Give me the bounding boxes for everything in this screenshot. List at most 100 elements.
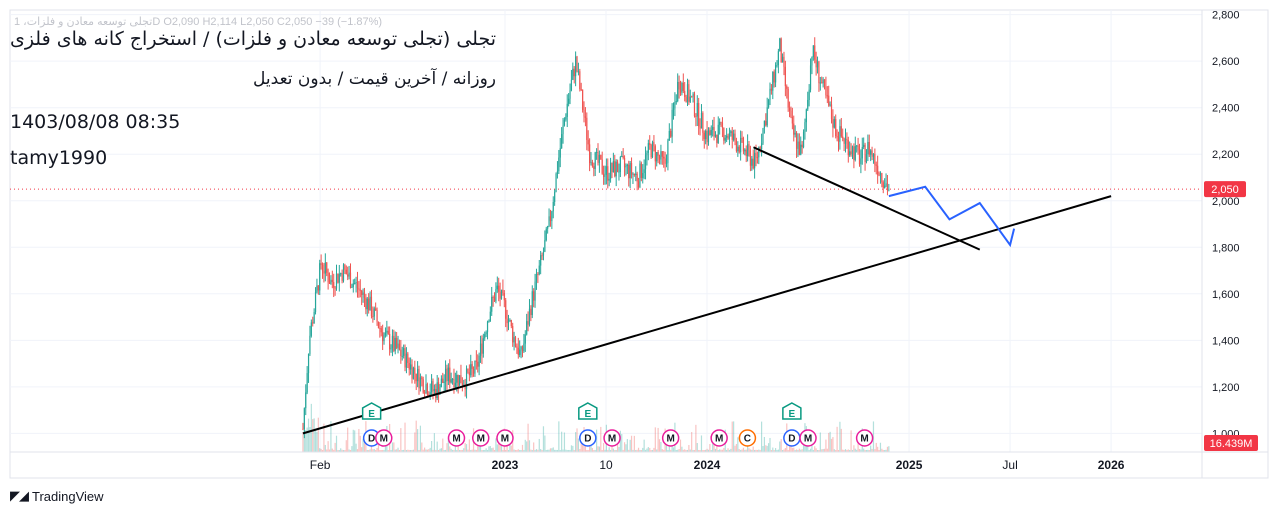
- candle-body: [602, 173, 605, 177]
- candle-body: [456, 374, 458, 383]
- meeting-icon: [496, 429, 514, 447]
- volume-bar: [449, 446, 451, 452]
- volume-bar: [794, 450, 796, 452]
- trendlines[interactable]: [302, 146, 1112, 435]
- price-axis[interactable]: 2,800 2,600 2,400 2,200 2,000 1,800 1,600 1,400…: [1212, 10, 1240, 441]
- volume-bar: [405, 449, 408, 452]
- candle-body: [537, 274, 539, 276]
- volume-bar: [573, 449, 575, 452]
- volume-bar: [379, 449, 381, 452]
- candle-body: [877, 165, 879, 175]
- volume-bar: [411, 450, 413, 452]
- candle-body: [372, 316, 374, 318]
- candle-body: [605, 166, 607, 175]
- candle-body: [667, 140, 669, 163]
- candle-body: [387, 330, 389, 334]
- candle-body: [369, 296, 371, 311]
- volume-bar: [463, 448, 465, 452]
- candle-body: [349, 272, 352, 288]
- volume-bar: [783, 449, 785, 452]
- volume-bar: [565, 449, 567, 452]
- candle-body: [582, 89, 584, 110]
- volume-bar: [811, 445, 813, 452]
- candle-body: [398, 343, 401, 350]
- candle-body: [619, 156, 621, 172]
- candle-body: [394, 337, 396, 351]
- candle-body: [853, 146, 855, 160]
- event-letter: M: [804, 434, 812, 445]
- candle-body: [807, 99, 809, 110]
- candle-body: [317, 285, 319, 291]
- volume-bar: [703, 450, 705, 452]
- volume-bar: [644, 449, 647, 452]
- volume-bar: [759, 449, 761, 452]
- projection-path[interactable]: [888, 185, 1016, 248]
- volume-bar: [714, 448, 717, 452]
- candle-body: [651, 142, 654, 158]
- candle-body: [823, 79, 826, 87]
- volume-bar: [410, 449, 412, 452]
- candle-body: [335, 273, 338, 289]
- candle-body: [714, 134, 717, 137]
- volume-bar: [362, 438, 364, 452]
- volume-bar: [533, 442, 535, 452]
- volume-bar: [451, 449, 454, 452]
- candle-body: [829, 104, 831, 106]
- meeting-icon: [661, 429, 680, 447]
- volume-bar: [579, 449, 581, 452]
- candle-body: [763, 120, 765, 129]
- tradingview-brand[interactable]: ◤◢ TradingView: [10, 488, 104, 504]
- volume-bar: [832, 437, 834, 452]
- volume-bar: [440, 448, 442, 452]
- volume-bar: [616, 443, 619, 452]
- candle-body: [766, 107, 768, 126]
- volume-bar: [387, 449, 389, 452]
- candle-body: [656, 152, 658, 162]
- candle-body: [871, 150, 873, 157]
- candle-body: [755, 152, 757, 158]
- volume-bar: [663, 449, 665, 452]
- volume-bar: [863, 448, 865, 452]
- volume-bar: [396, 449, 398, 452]
- y-tick-label: 1,200: [1212, 382, 1240, 394]
- volume-bar: [774, 448, 777, 452]
- volume-bar: [331, 448, 333, 452]
- candle-body: [818, 61, 820, 84]
- volume-bar: [491, 448, 493, 452]
- earnings-icon: [782, 402, 802, 420]
- volume-bar: [795, 449, 798, 452]
- candle-body: [429, 392, 431, 396]
- candle-body: [422, 379, 424, 393]
- time-axis[interactable]: Feb 2023 10 2024 2025 Jul 2026: [310, 458, 1125, 472]
- volume-bar: [720, 449, 722, 452]
- candle-body: [629, 163, 631, 179]
- volume-bar: [419, 425, 422, 452]
- y-tick-label: 2,800: [1212, 10, 1240, 22]
- candle-body: [860, 158, 862, 165]
- candle-body: [844, 138, 847, 144]
- candle-body: [769, 88, 771, 100]
- volume-bar: [551, 448, 553, 452]
- volume-bar: [484, 449, 486, 452]
- volume-bar: [802, 439, 805, 452]
- volume-bar: [691, 432, 693, 452]
- x-tick-label: 2024: [694, 458, 721, 472]
- volume-bar: [633, 435, 635, 452]
- volume-bar: [429, 447, 431, 452]
- candle-body: [696, 102, 698, 117]
- volume-bar: [654, 427, 656, 452]
- volume-bar: [833, 449, 835, 452]
- volume-bar: [886, 446, 889, 452]
- volume-bar: [317, 417, 319, 452]
- volume-bar: [488, 446, 490, 452]
- volume-bar: [418, 449, 420, 452]
- candle-body: [573, 68, 575, 77]
- volume-bar: [773, 449, 775, 452]
- volume-bar: [615, 449, 617, 452]
- candle-body: [734, 133, 736, 142]
- candle-body: [331, 279, 333, 283]
- volume-bar: [657, 427, 659, 452]
- volume-bar: [607, 449, 609, 452]
- volume-bar: [454, 441, 456, 452]
